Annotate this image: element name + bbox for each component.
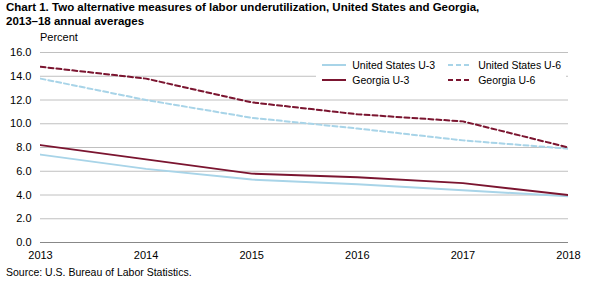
svg-text:10.0: 10.0	[10, 117, 31, 129]
html-text:Source: U.S. Bureau of Labor S: Source: U.S. Bureau of Labor Statistics.	[6, 266, 192, 278]
html-text:2013–18 annual averages: 2013–18 annual averages	[6, 15, 145, 27]
svg-text:2016: 2016	[345, 249, 369, 261]
html-text:Percent: Percent	[40, 31, 78, 43]
html-text:United States U-3: United States U-3	[352, 59, 436, 71]
svg-text:2015: 2015	[239, 249, 263, 261]
html-text:Georgia U-6: Georgia U-6	[478, 74, 536, 86]
svg-text:2.0: 2.0	[16, 212, 31, 224]
svg-text:12.0: 12.0	[10, 94, 31, 106]
html-text:Chart 1. Two alternative measu: Chart 1. Two alternative measures of lab…	[6, 1, 480, 13]
svg-text:0.0: 0.0	[16, 236, 31, 248]
svg-text:8.0: 8.0	[16, 141, 31, 153]
svg-text:2013: 2013	[28, 249, 52, 261]
html-text:Georgia U-3: Georgia U-3	[352, 74, 410, 86]
svg-text:14.0: 14.0	[10, 70, 31, 82]
svg-text:2014: 2014	[134, 249, 158, 261]
svg-text:6.0: 6.0	[16, 165, 31, 177]
svg-text:2018: 2018	[556, 249, 580, 261]
svg-text:16.0: 16.0	[10, 46, 31, 58]
svg-text:2017: 2017	[451, 249, 475, 261]
html-text:United States U-6: United States U-6	[478, 59, 561, 71]
svg-text:4.0: 4.0	[16, 189, 31, 201]
